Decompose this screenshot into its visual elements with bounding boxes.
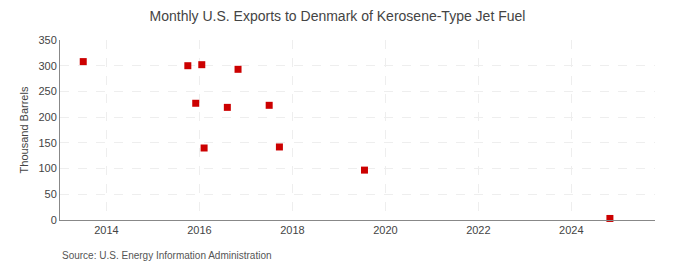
svg-text:2024: 2024 bbox=[559, 224, 583, 236]
svg-text:Monthly U.S. Exports to Denmar: Monthly U.S. Exports to Denmark of Keros… bbox=[150, 8, 526, 24]
svg-text:350: 350 bbox=[38, 34, 56, 46]
svg-text:300: 300 bbox=[38, 60, 56, 72]
svg-text:250: 250 bbox=[38, 85, 56, 97]
svg-text:2014: 2014 bbox=[94, 224, 118, 236]
svg-text:0: 0 bbox=[51, 214, 57, 226]
svg-text:2016: 2016 bbox=[187, 224, 211, 236]
svg-text:2018: 2018 bbox=[280, 224, 304, 236]
svg-text:2022: 2022 bbox=[466, 224, 490, 236]
svg-text:50: 50 bbox=[45, 188, 57, 200]
svg-text:Source: U.S. Energy Informatio: Source: U.S. Energy Information Administ… bbox=[62, 250, 272, 261]
svg-text:200: 200 bbox=[38, 111, 56, 123]
svg-text:150: 150 bbox=[38, 137, 56, 149]
svg-text:2020: 2020 bbox=[373, 224, 397, 236]
svg-text:Thousand Barrels: Thousand Barrels bbox=[18, 86, 30, 173]
svg-text:100: 100 bbox=[38, 162, 56, 174]
